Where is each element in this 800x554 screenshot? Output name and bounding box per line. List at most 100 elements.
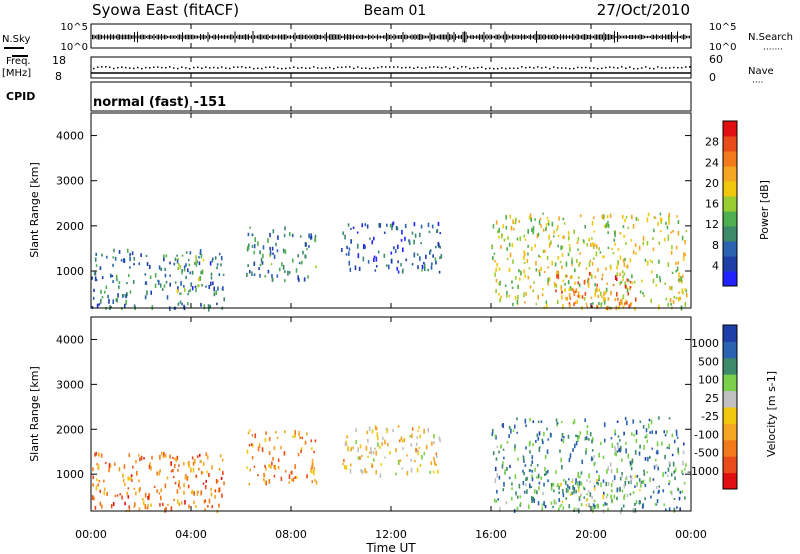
range-gate-cell: [94, 271, 97, 276]
range-gate-cell: [362, 256, 365, 262]
range-gate-cell: [653, 228, 655, 233]
range-gate-cell: [91, 495, 94, 500]
range-gate-cell: [267, 238, 269, 243]
range-gate-cell: [251, 271, 253, 277]
range-gate-cell: [129, 253, 131, 256]
range-gate-cell: [561, 253, 564, 257]
colorbar-segment: [723, 226, 737, 242]
range-gate-cell: [220, 476, 223, 481]
range-gate-cell: [636, 481, 638, 486]
range-gate-cell: [534, 218, 536, 221]
range-gate-cell: [259, 273, 261, 278]
freq-sample: [141, 67, 143, 70]
range-gate-cell: [283, 451, 286, 456]
range-gate-cell: [533, 489, 536, 494]
range-gate-cell: [629, 479, 632, 485]
range-gate-cell: [599, 291, 602, 296]
range-gate-cell: [122, 478, 125, 483]
range-gate-cell: [291, 233, 294, 238]
range-gate-cell: [518, 483, 521, 489]
range-gate-cell: [295, 268, 298, 273]
range-gate-cell: [656, 450, 659, 455]
range-gate-cell: [681, 280, 683, 284]
range-gate-cell: [273, 464, 276, 469]
range-gate-cell: [657, 466, 660, 471]
range-gate-cell: [501, 424, 504, 427]
range-gate-cell: [501, 233, 504, 237]
range-gate-cell: [202, 259, 205, 262]
range-gate-cell: [106, 491, 108, 496]
range-gate-cell: [179, 292, 182, 295]
svg-text:····: ····: [752, 78, 763, 88]
range-gate-cell: [404, 236, 406, 241]
range-gate-cell: [562, 217, 565, 221]
range-gate-cell: [189, 271, 192, 275]
range-gate-cell: [294, 464, 297, 470]
range-gate-cell: [571, 478, 574, 481]
range-gate-cell: [561, 290, 563, 294]
range-gate-cell: [427, 427, 430, 433]
range-gate-cell: [659, 212, 662, 216]
range-gate-cell: [179, 486, 181, 490]
range-gate-cell: [511, 487, 513, 491]
range-gate-cell: [345, 465, 348, 471]
range-gate-cell: [525, 291, 527, 296]
range-gate-cell: [534, 244, 537, 248]
range-gate-cell: [654, 502, 657, 506]
range-gate-cell: [198, 453, 201, 457]
range-gate-cell: [188, 504, 190, 509]
power-scatter: [91, 212, 688, 312]
range-gate-cell: [514, 219, 517, 224]
range-gate-cell: [614, 432, 617, 436]
range-gate-cell: [273, 254, 276, 259]
range-gate-cell: [679, 296, 681, 300]
range-gate-cell: [631, 458, 634, 464]
range-gate-cell: [189, 288, 191, 292]
range-gate-cell: [438, 243, 440, 248]
range-gate-cell: [597, 294, 600, 298]
range-gate-cell: [652, 237, 654, 241]
range-gate-cell: [611, 247, 613, 251]
range-gate-cell: [494, 478, 497, 484]
range-gate-cell: [101, 253, 103, 257]
range-gate-cell: [659, 277, 662, 283]
range-gate-cell: [571, 264, 573, 267]
range-gate-cell: [212, 257, 214, 261]
range-gate-cell: [610, 436, 613, 440]
range-gate-cell: [560, 421, 563, 424]
range-gate-cell: [577, 474, 579, 478]
range-gate-cell: [495, 220, 498, 225]
range-gate-cell: [410, 467, 413, 473]
freq-sample: [177, 67, 179, 70]
range-gate-cell: [542, 249, 545, 254]
range-gate-cell: [679, 490, 682, 495]
range-gate-cell: [357, 447, 359, 453]
freq-sample: [577, 66, 579, 69]
range-gate-cell: [622, 225, 625, 229]
freq-sample: [289, 67, 291, 69]
freq-sample: [457, 67, 459, 70]
range-gate-cell: [525, 477, 527, 481]
range-gate-cell: [683, 481, 686, 485]
range-gate-cell: [571, 480, 574, 484]
range-gate-cell: [614, 451, 616, 456]
range-gate-cell: [635, 217, 638, 221]
freq-sample: [133, 67, 135, 70]
range-gate-cell: [123, 258, 126, 263]
range-gate-cell: [94, 276, 97, 282]
range-gate-cell: [206, 455, 209, 460]
range-gate-cell: [620, 445, 622, 451]
range-gate-cell: [178, 502, 180, 507]
colorbar-tick-label: 24: [705, 156, 719, 169]
range-gate-cell: [361, 223, 364, 228]
range-gate-cell: [137, 454, 140, 457]
range-gate-cell: [207, 304, 210, 308]
freq-sample: [489, 67, 491, 70]
range-gate-cell: [196, 491, 199, 496]
range-gate-cell: [520, 270, 522, 276]
range-gate-cell: [183, 462, 185, 466]
freq-sample: [157, 66, 159, 68]
range-gate-cell: [272, 252, 274, 255]
range-gate-cell: [578, 263, 580, 267]
range-gate-cell: [202, 482, 205, 485]
